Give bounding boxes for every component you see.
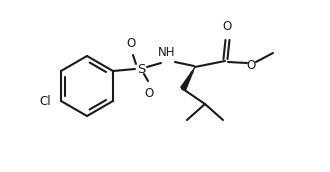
Text: O: O xyxy=(223,20,232,33)
Text: NH: NH xyxy=(158,46,176,59)
Text: Cl: Cl xyxy=(39,94,51,108)
Text: O: O xyxy=(144,87,153,100)
Text: S: S xyxy=(137,62,145,76)
Text: O: O xyxy=(126,37,136,50)
Text: O: O xyxy=(247,58,256,72)
Polygon shape xyxy=(180,67,195,91)
